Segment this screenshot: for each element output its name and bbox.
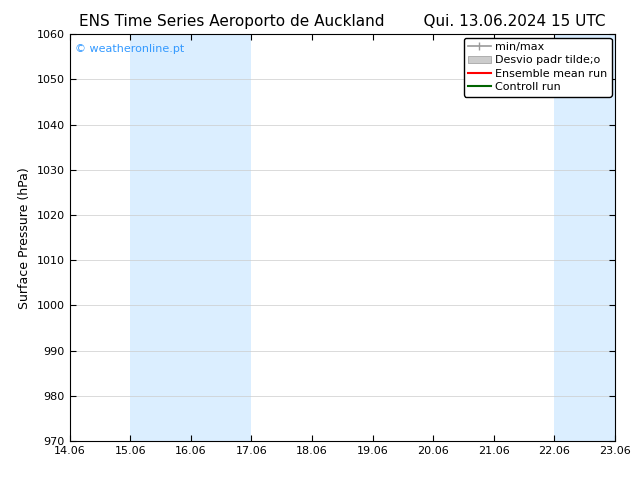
Text: © weatheronline.pt: © weatheronline.pt (75, 45, 184, 54)
Legend: min/max, Desvio padr tilde;o, Ensemble mean run, Controll run: min/max, Desvio padr tilde;o, Ensemble m… (464, 38, 612, 97)
Bar (554, 34, 585, 441)
Y-axis label: Surface Pressure (hPa): Surface Pressure (hPa) (18, 167, 31, 309)
Bar (585, 34, 615, 441)
Bar (131, 34, 191, 441)
Title: ENS Time Series Aeroporto de Auckland        Qui. 13.06.2024 15 UTC: ENS Time Series Aeroporto de Auckland Qu… (79, 14, 605, 29)
Bar (191, 34, 252, 441)
